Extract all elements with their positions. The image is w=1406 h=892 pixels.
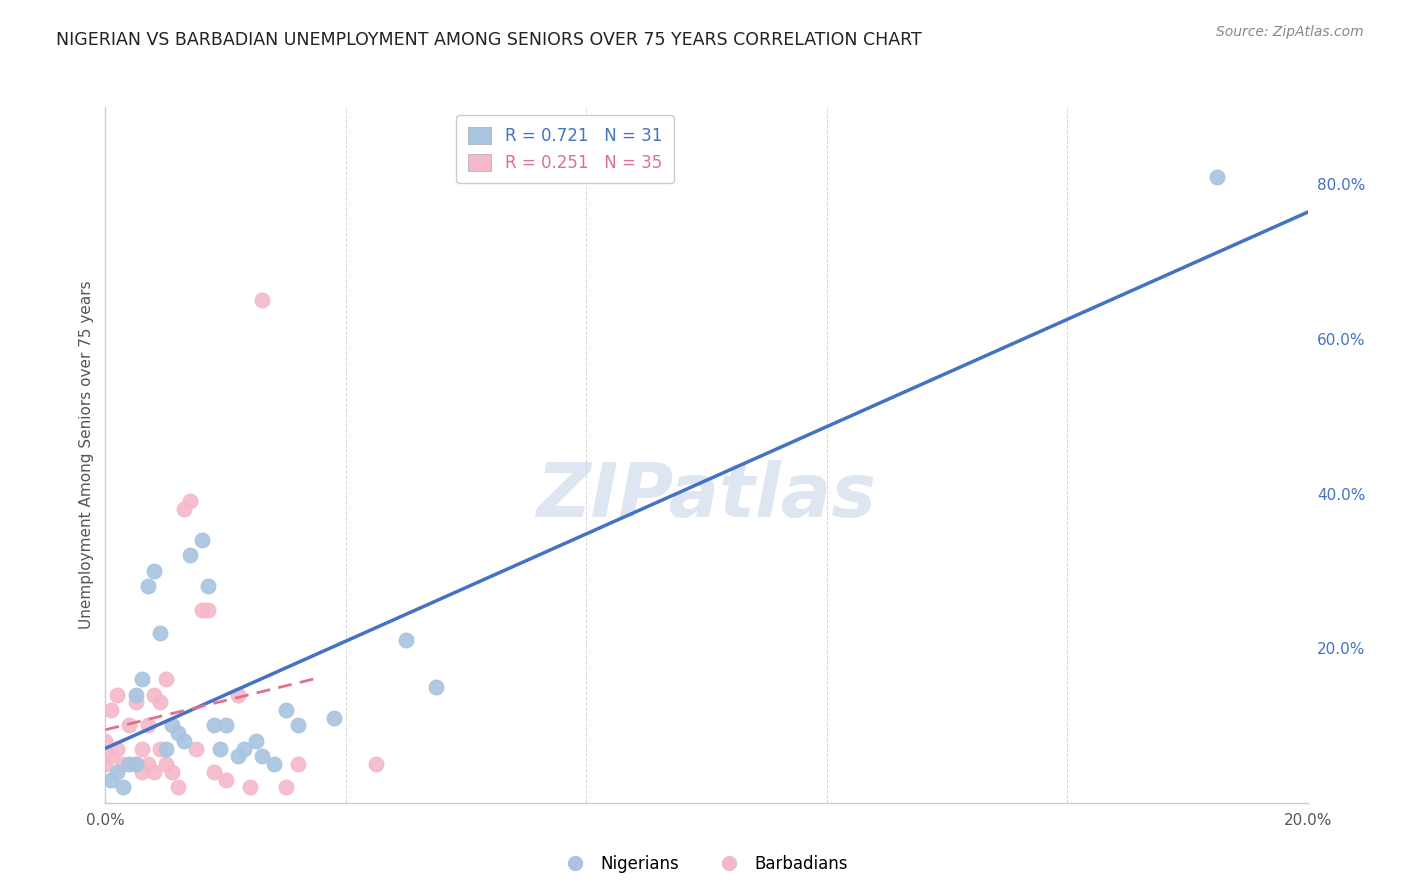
Point (1206, 169, 1229, 184)
Point (100, 749, 122, 764)
Point (197, 602, 219, 616)
Point (124, 688, 146, 702)
Point (160, 718, 183, 732)
Point (107, 741, 129, 756)
Point (118, 718, 141, 732)
Text: NIGERIAN VS BARBADIAN UNEMPLOYMENT AMONG SENIORS OVER 75 YEARS CORRELATION CHART: NIGERIAN VS BARBADIAN UNEMPLOYMENT AMONG… (56, 31, 922, 49)
Point (197, 579, 219, 593)
Point (94, 757, 117, 772)
Point (142, 688, 165, 702)
Point (179, 494, 201, 508)
Point (250, 293, 273, 308)
Legend: R = 0.721   N = 31, R = 0.251   N = 35: R = 0.721 N = 31, R = 0.251 N = 35 (457, 115, 673, 184)
Point (263, 757, 285, 772)
Point (100, 703, 122, 717)
Point (94, 734, 117, 748)
Point (274, 780, 297, 795)
Point (226, 749, 249, 764)
Point (136, 718, 159, 732)
Point (124, 695, 146, 709)
Point (118, 757, 141, 772)
Point (155, 672, 177, 686)
Point (232, 741, 254, 756)
Point (131, 741, 153, 756)
Point (364, 757, 387, 772)
Point (160, 764, 183, 779)
Point (107, 688, 129, 702)
Point (142, 764, 165, 779)
Text: ZIPatlas: ZIPatlas (537, 460, 876, 533)
Point (245, 734, 267, 748)
Point (184, 741, 207, 756)
Point (107, 764, 129, 779)
Point (166, 780, 188, 795)
Point (142, 564, 165, 578)
Text: Source: ZipAtlas.com: Source: ZipAtlas.com (1216, 25, 1364, 39)
Point (148, 695, 170, 709)
Point (131, 672, 153, 686)
Point (202, 764, 225, 779)
Point (173, 734, 195, 748)
Point (190, 602, 212, 616)
Point (155, 741, 177, 756)
Point (124, 757, 146, 772)
Point (214, 718, 236, 732)
Point (173, 502, 195, 516)
Point (148, 741, 170, 756)
Point (166, 726, 188, 740)
Point (250, 749, 273, 764)
Y-axis label: Unemployment Among Seniors over 75 years: Unemployment Among Seniors over 75 years (79, 281, 94, 629)
Point (287, 718, 309, 732)
Point (395, 633, 418, 648)
Legend: Nigerians, Barbadians: Nigerians, Barbadians (553, 848, 853, 880)
Point (100, 772, 122, 787)
Point (226, 688, 249, 702)
Point (155, 757, 177, 772)
Point (425, 680, 447, 694)
Point (124, 757, 146, 772)
Point (112, 757, 135, 772)
Point (322, 711, 344, 725)
Point (136, 579, 159, 593)
Point (239, 780, 262, 795)
Point (202, 718, 225, 732)
Point (208, 741, 231, 756)
Point (287, 757, 309, 772)
Point (112, 780, 135, 795)
Point (148, 625, 170, 640)
Point (274, 703, 297, 717)
Point (214, 772, 236, 787)
Point (131, 764, 153, 779)
Point (136, 757, 159, 772)
Point (179, 549, 201, 563)
Point (190, 533, 212, 547)
